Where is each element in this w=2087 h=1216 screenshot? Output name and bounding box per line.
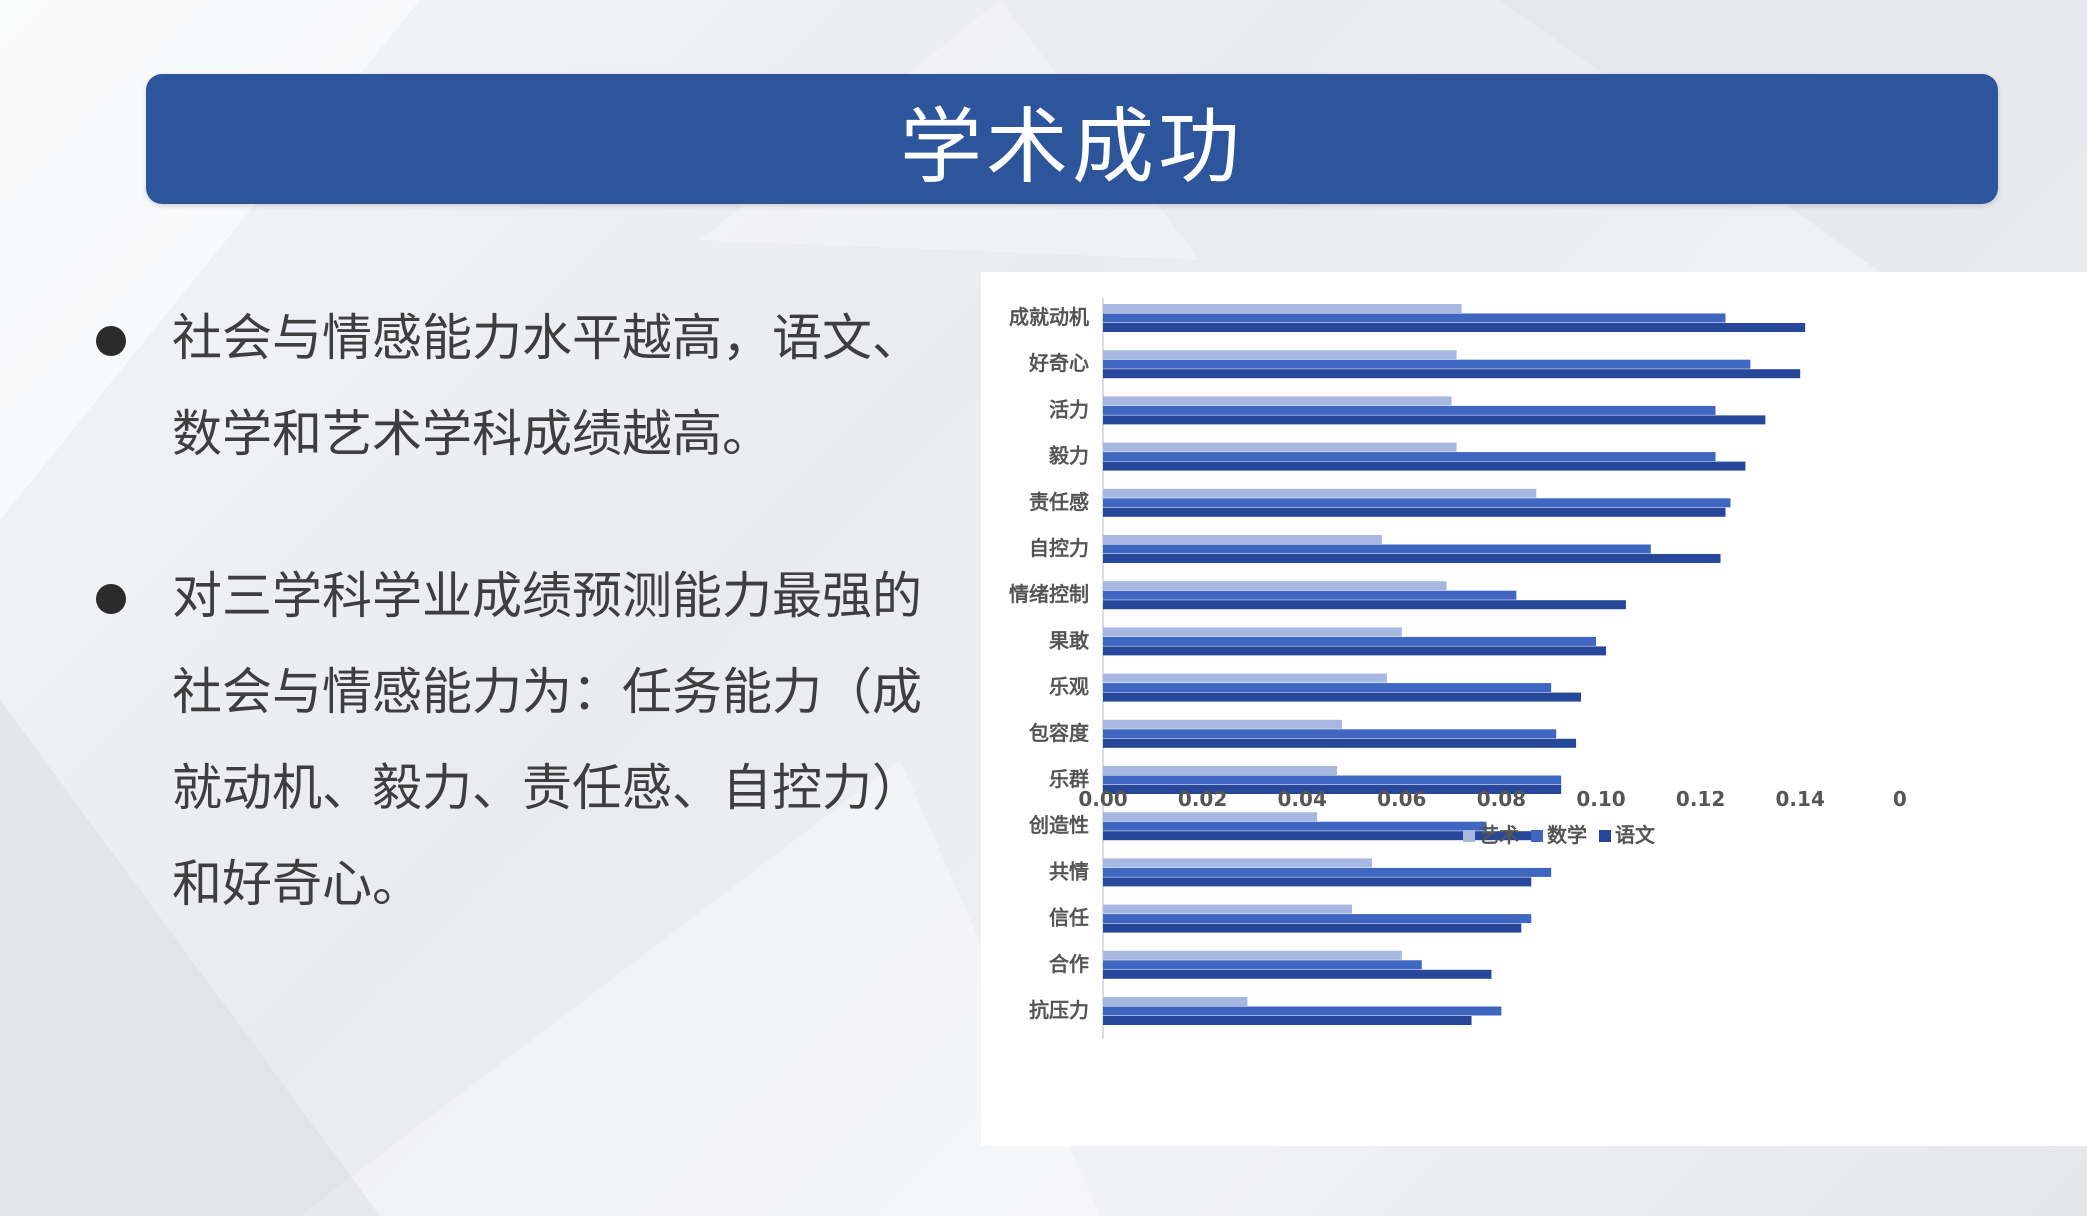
bar-数学 bbox=[1103, 544, 1651, 554]
bar-语文 bbox=[1103, 692, 1582, 702]
bar-数学 bbox=[1103, 821, 1487, 831]
bar-艺术 bbox=[1103, 904, 1352, 914]
bar-艺术 bbox=[1103, 997, 1248, 1006]
bar-语文 bbox=[1103, 1016, 1472, 1025]
bar-语文 bbox=[1103, 877, 1532, 887]
bar-数学 bbox=[1103, 683, 1552, 693]
category-label: 信任 bbox=[1049, 906, 1089, 930]
category-label: 情绪控制 bbox=[1009, 582, 1089, 606]
bar-数学 bbox=[1103, 498, 1731, 508]
bullet-item: 对三学科学业成绩预测能力最强的社会与情感能力为：任务能力（成就动机、毅力、责任感… bbox=[90, 548, 950, 932]
x-tick-label: 0 bbox=[1893, 787, 1907, 811]
x-tick-label: 0.06 bbox=[1377, 787, 1426, 811]
bar-艺术 bbox=[1103, 858, 1372, 868]
legend-swatch-数学 bbox=[1531, 830, 1543, 842]
bar-艺术 bbox=[1103, 812, 1318, 822]
x-tick-label: 0.02 bbox=[1178, 787, 1227, 811]
category-label: 抗压力 bbox=[1029, 998, 1089, 1022]
x-tick-label: 0.10 bbox=[1576, 787, 1625, 811]
legend-label: 语文 bbox=[1615, 823, 1656, 847]
slide-title: 学术成功 bbox=[899, 99, 1244, 195]
bar-语文 bbox=[1103, 831, 1542, 841]
bar-艺术 bbox=[1103, 488, 1537, 498]
bar-数学 bbox=[1103, 1006, 1502, 1016]
bullet-text: 社会与情感能力水平越高，语文、数学和艺术学科成绩越高。 bbox=[172, 309, 922, 463]
x-tick-label: 0.04 bbox=[1278, 787, 1327, 811]
bar-语文 bbox=[1103, 461, 1746, 471]
category-label: 成就动机 bbox=[1009, 305, 1089, 329]
bar-语文 bbox=[1103, 507, 1726, 517]
bar-数学 bbox=[1103, 914, 1532, 924]
bar-语文 bbox=[1103, 554, 1721, 563]
category-label: 责任感 bbox=[1029, 490, 1089, 514]
bar-艺术 bbox=[1103, 442, 1457, 452]
category-label: 乐观 bbox=[1049, 675, 1089, 699]
bullet-text: 对三学科学业成绩预测能力最强的社会与情感能力为：任务能力（成就动机、毅力、责任感… bbox=[172, 567, 922, 913]
bullet-dot-icon bbox=[96, 326, 126, 356]
bar-语文 bbox=[1103, 369, 1801, 379]
x-tick-label: 0.14 bbox=[1776, 787, 1825, 811]
bar-语文 bbox=[1103, 415, 1766, 425]
bar-语文 bbox=[1103, 600, 1626, 610]
bullet-list: 社会与情感能力水平越高，语文、数学和艺术学科成绩越高。 对三学科学业成绩预测能力… bbox=[90, 290, 950, 998]
bullet-item: 社会与情感能力水平越高，语文、数学和艺术学科成绩越高。 bbox=[90, 290, 950, 482]
category-label: 创造性 bbox=[1028, 813, 1089, 837]
x-tick-label: 0.08 bbox=[1477, 787, 1526, 811]
bar-数学 bbox=[1103, 590, 1517, 600]
x-tick-label: 0.12 bbox=[1676, 787, 1725, 811]
bar-数学 bbox=[1103, 636, 1597, 646]
bar-语文 bbox=[1103, 738, 1577, 748]
legend-label: 数学 bbox=[1547, 823, 1587, 847]
bar-艺术 bbox=[1103, 766, 1338, 775]
bar-艺术 bbox=[1103, 719, 1343, 729]
category-label: 共情 bbox=[1049, 859, 1089, 883]
bar-艺术 bbox=[1103, 627, 1402, 637]
category-label: 活力 bbox=[1049, 397, 1089, 421]
bar-语文 bbox=[1103, 646, 1606, 656]
bar-语文 bbox=[1103, 785, 1562, 794]
bar-语文 bbox=[1103, 969, 1492, 979]
bar-数学 bbox=[1103, 729, 1557, 739]
legend-swatch-艺术 bbox=[1463, 830, 1475, 842]
category-label: 包容度 bbox=[1029, 721, 1090, 745]
bar-艺术 bbox=[1103, 350, 1457, 360]
category-label: 合作 bbox=[1049, 952, 1089, 976]
bar-艺术 bbox=[1103, 581, 1447, 591]
bar-数学 bbox=[1103, 960, 1422, 970]
category-label: 好奇心 bbox=[1028, 351, 1089, 375]
title-banner: 学术成功 bbox=[146, 74, 1998, 204]
x-tick-label: 0.00 bbox=[1078, 787, 1127, 811]
chart-panel: 成就动机好奇心活力毅力责任感自控力情绪控制果敢乐观包容度乐群创造性共情信任合作抗… bbox=[981, 272, 2087, 1146]
bar-chart: 成就动机好奇心活力毅力责任感自控力情绪控制果敢乐观包容度乐群创造性共情信任合作抗… bbox=[1009, 298, 1907, 1040]
bar-艺术 bbox=[1103, 396, 1452, 406]
bar-数学 bbox=[1103, 359, 1751, 369]
bar-艺术 bbox=[1103, 673, 1387, 683]
legend-label: 艺术 bbox=[1479, 823, 1519, 847]
bar-艺术 bbox=[1103, 535, 1382, 544]
category-label: 自控力 bbox=[1029, 536, 1089, 560]
category-label: 乐群 bbox=[1049, 767, 1089, 791]
bar-数学 bbox=[1103, 452, 1716, 462]
bar-数学 bbox=[1103, 867, 1552, 877]
bar-数学 bbox=[1103, 775, 1562, 785]
category-label: 果敢 bbox=[1049, 628, 1090, 652]
bar-数学 bbox=[1103, 313, 1726, 323]
category-label: 毅力 bbox=[1048, 444, 1089, 468]
bar-数学 bbox=[1103, 405, 1716, 415]
legend-swatch-语文 bbox=[1599, 830, 1611, 842]
bar-语文 bbox=[1103, 923, 1522, 933]
bullet-dot-icon bbox=[96, 584, 126, 614]
bar-语文 bbox=[1103, 323, 1806, 332]
bar-艺术 bbox=[1103, 304, 1462, 313]
bar-艺术 bbox=[1103, 950, 1402, 960]
